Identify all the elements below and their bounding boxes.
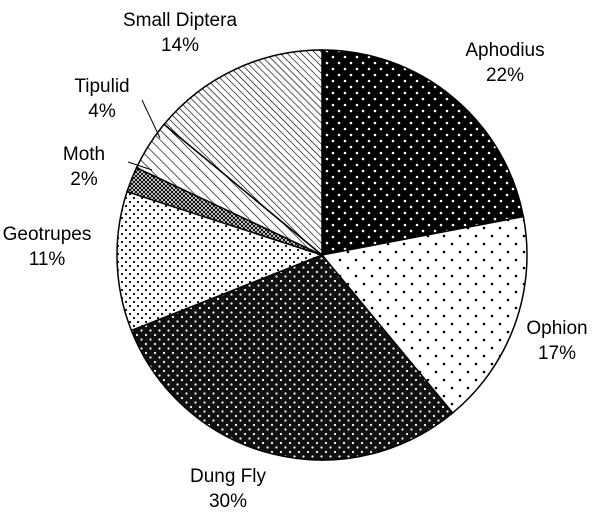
slice-label: Aphodius 22%	[465, 40, 544, 86]
slice-label: Moth 2%	[63, 144, 105, 190]
slice-label: Geotrupes 11%	[3, 224, 92, 270]
slice-name: Dung Fly	[190, 466, 267, 487]
slice-value: 17%	[538, 343, 576, 364]
slice-value: 14%	[161, 35, 199, 56]
slice-value: 11%	[29, 249, 66, 270]
leader-line	[127, 161, 153, 171]
slice-value: 2%	[70, 169, 98, 190]
slice-value: 4%	[88, 101, 116, 122]
slice-label: Dung Fly 30%	[190, 466, 267, 512]
slice-name: Moth	[63, 144, 105, 165]
pie-slice	[162, 49, 323, 257]
slice-name: Aphodius	[465, 40, 544, 61]
pie-slice	[130, 254, 454, 461]
pie-slice	[116, 190, 325, 332]
slice-name: Small Diptera	[123, 10, 237, 31]
leader-line	[141, 99, 161, 139]
slice-name: Tipulid	[74, 76, 129, 97]
slice-label: Tipulid 4%	[74, 76, 129, 122]
slice-value: 30%	[209, 491, 247, 512]
slice-name: Ophion	[526, 318, 587, 339]
slice-value: 22%	[486, 65, 524, 86]
slice-label: Ophion 17%	[526, 318, 587, 364]
slice-name: Geotrupes	[3, 224, 92, 245]
pie-slice	[321, 49, 525, 256]
pie-slice	[320, 215, 528, 415]
slice-label: Small Diptera 14%	[123, 10, 237, 56]
